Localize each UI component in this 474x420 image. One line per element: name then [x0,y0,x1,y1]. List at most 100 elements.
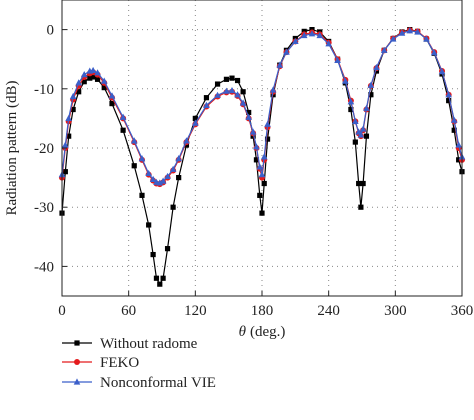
data-point [360,180,366,187]
data-point [283,48,290,55]
y-tick-label: -30 [34,200,54,216]
data-point [130,137,138,144]
x-tick-label: 240 [317,303,340,319]
y-tick-label: -40 [34,259,54,275]
data-point [109,101,115,107]
x-tick-label: 300 [384,303,407,319]
x-tick-label: 120 [184,303,207,319]
data-point [145,169,152,177]
data-point [131,163,137,169]
series-2 [58,27,466,186]
data-point [269,86,277,93]
x-axis-label: θ (deg.) [239,324,286,340]
data-point [156,179,164,186]
data-point [214,81,221,87]
data-point [256,163,264,170]
data-point [368,92,374,98]
data-point [352,117,359,124]
data-point [253,157,260,163]
legend-marker [73,378,81,385]
data-point [87,75,93,81]
data-point [119,113,127,120]
x-tick-label: 0 [58,303,66,319]
data-point [276,61,284,68]
data-point [100,77,108,84]
data-point [430,49,438,56]
data-point [108,92,116,99]
data-point [170,204,176,210]
axes: 0 60 120 180 240 300 360 0 -10 -20 -30 -40 [34,23,473,319]
data-point [229,75,235,81]
data-point [239,99,247,106]
legend-item: Nonconformal VIE [62,375,216,391]
data-point [81,79,87,85]
data-point [234,91,241,98]
data-point [183,137,190,144]
data-point [249,128,257,135]
data-point [451,127,457,133]
legend-item: FEKO [62,355,139,371]
data-point [356,180,362,187]
data-point [245,113,252,120]
data-point [175,155,182,162]
legend: Without radome FEKO Nonconformal VIE [62,336,216,391]
x-tick-label: 60 [121,303,136,319]
data-point [146,222,152,228]
data-point [160,275,166,281]
y-tick-label: 0 [47,23,55,39]
data-point [358,204,364,210]
data-point [62,141,69,148]
data-point [164,172,171,180]
data-point [348,106,354,113]
data-point [292,37,299,45]
legend-label: Nonconformal VIE [100,375,216,391]
data-point [176,175,182,181]
data-point [446,98,452,104]
data-point [450,116,458,123]
data-point [316,31,324,39]
legend-item: Without radome [62,336,198,352]
grid [62,0,462,296]
data-point [246,109,252,116]
data-point [367,81,375,88]
data-point [438,68,446,75]
data-point [153,275,160,281]
legend-label: Without radome [100,336,198,352]
data-point [261,180,267,187]
x-axis-unit: (deg.) [250,324,285,340]
data-point [139,192,145,198]
data-point [359,125,367,132]
data-point [445,91,452,98]
data-point [259,210,265,216]
data-point [150,251,156,258]
data-point [342,77,349,84]
data-point [334,56,341,63]
data-point [69,92,77,100]
data-point [373,63,380,71]
data-point [157,281,163,287]
data-point [357,131,365,138]
data-point [257,192,263,198]
legend-label: FEKO [100,355,139,371]
data-point [456,157,462,163]
data-point [260,153,268,160]
series-1 [59,27,465,188]
data-point [89,66,97,74]
data-point [325,40,332,47]
data-point [138,155,146,162]
data-point [80,70,88,78]
data-point [66,133,72,139]
data-point [300,31,308,39]
legend-marker [74,359,80,365]
x-tick-label: 180 [251,303,274,319]
data-point [223,87,230,94]
data-point [94,76,101,82]
data-point [240,89,246,95]
data-point [164,246,171,252]
data-point [228,86,236,94]
data-point [398,29,406,36]
data-point [258,171,266,178]
data-point [414,28,421,35]
data-point [70,106,76,113]
